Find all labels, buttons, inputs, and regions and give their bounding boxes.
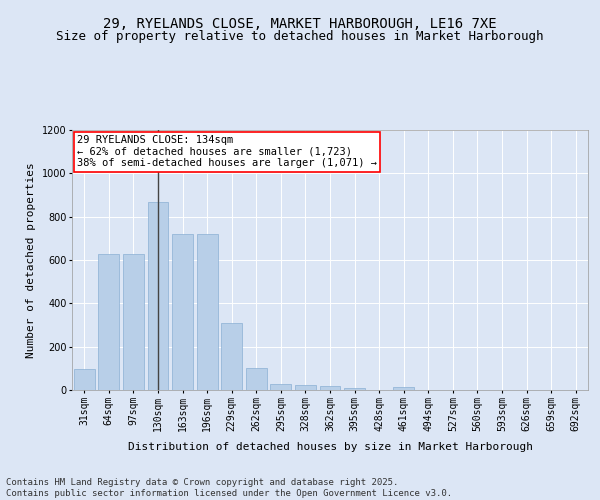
Bar	[271, 384, 292, 390]
Bar	[98, 254, 119, 390]
Bar	[295, 384, 316, 390]
Text: Size of property relative to detached houses in Market Harborough: Size of property relative to detached ho…	[56, 30, 544, 43]
Text: 29, RYELANDS CLOSE, MARKET HARBOROUGH, LE16 7XE: 29, RYELANDS CLOSE, MARKET HARBOROUGH, L…	[103, 18, 497, 32]
Bar	[320, 386, 340, 390]
Bar	[148, 202, 169, 390]
Y-axis label: Number of detached properties: Number of detached properties	[26, 162, 36, 358]
Bar	[123, 254, 144, 390]
Bar	[344, 388, 365, 390]
Bar	[172, 234, 193, 390]
Text: Contains HM Land Registry data © Crown copyright and database right 2025.
Contai: Contains HM Land Registry data © Crown c…	[6, 478, 452, 498]
Bar	[197, 234, 218, 390]
Text: Distribution of detached houses by size in Market Harborough: Distribution of detached houses by size …	[128, 442, 533, 452]
Text: 29 RYELANDS CLOSE: 134sqm
← 62% of detached houses are smaller (1,723)
38% of se: 29 RYELANDS CLOSE: 134sqm ← 62% of detac…	[77, 135, 377, 168]
Bar	[221, 323, 242, 390]
Bar	[246, 368, 267, 390]
Bar	[74, 370, 95, 390]
Bar	[393, 388, 414, 390]
